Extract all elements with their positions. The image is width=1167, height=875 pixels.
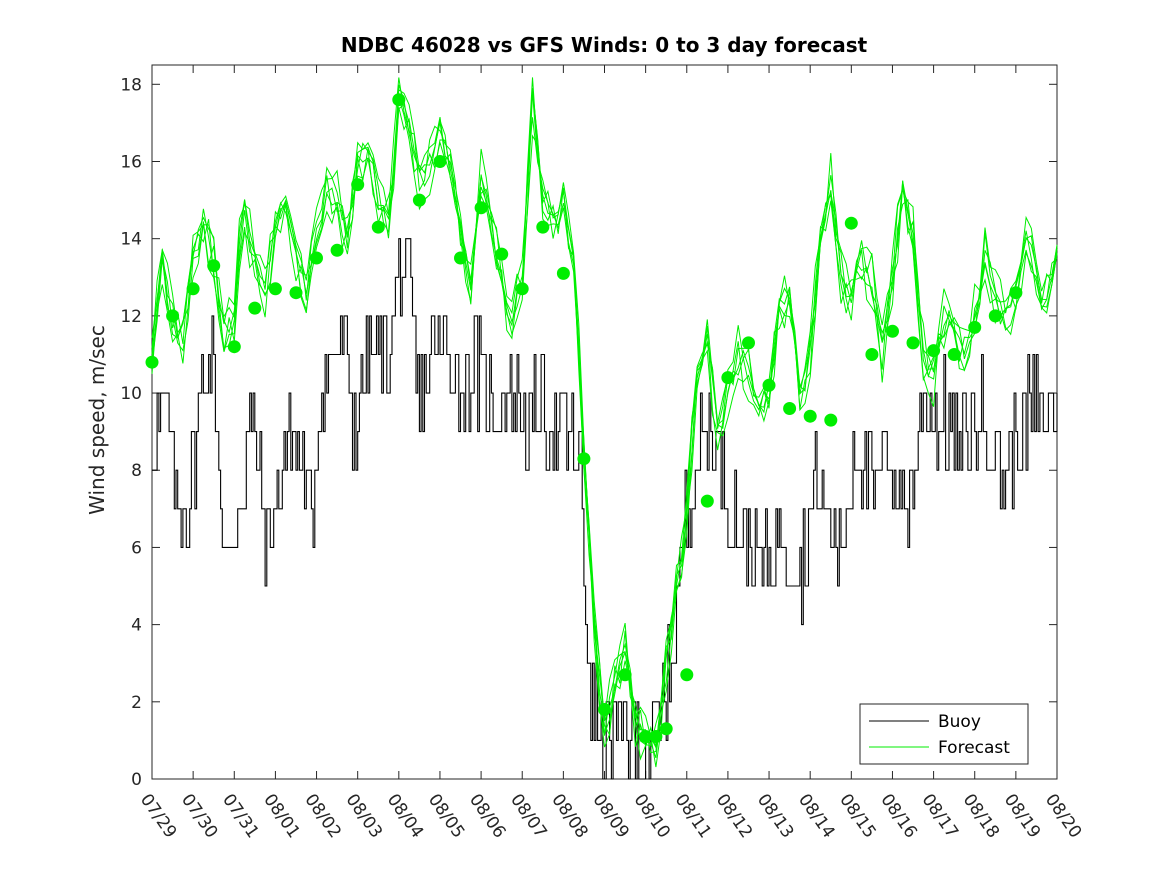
forecast-point <box>865 348 879 361</box>
y-tick-label: 4 <box>131 616 142 636</box>
legend: Buoy Forecast <box>859 703 1029 765</box>
forecast-point <box>988 309 1002 323</box>
forecast-point <box>886 324 899 338</box>
forecast-point <box>536 220 550 234</box>
forecast-point <box>762 378 776 392</box>
forecast-point <box>700 494 714 508</box>
forecast-point <box>412 193 426 207</box>
forecast-point <box>968 320 982 334</box>
forecast-point <box>618 668 632 682</box>
forecast-point <box>495 247 509 261</box>
forecast-point <box>515 282 529 296</box>
forecast-point <box>227 340 241 354</box>
forecast-point <box>639 730 653 743</box>
forecast-point <box>927 344 941 358</box>
forecast-point <box>371 220 385 234</box>
y-tick-label: 16 <box>120 152 142 172</box>
forecast-point <box>824 413 838 427</box>
forecast-point <box>803 409 817 423</box>
forecast-point <box>166 309 180 323</box>
y-tick-label: 2 <box>131 693 142 713</box>
forecast-point <box>289 286 303 300</box>
forecast-point <box>649 730 663 743</box>
forecast-point <box>783 402 797 415</box>
y-tick-label: 0 <box>131 770 142 790</box>
y-tick-label: 14 <box>120 230 142 250</box>
legend-box <box>859 703 1029 765</box>
forecast-point <box>268 282 282 296</box>
forecast-point <box>186 282 200 296</box>
y-tick-label: 10 <box>120 384 142 404</box>
forecast-point <box>330 243 344 257</box>
forecast-point <box>474 201 488 215</box>
forecast-point <box>577 452 591 466</box>
forecast-point <box>844 216 858 230</box>
forecast-point <box>680 668 694 682</box>
y-tick-label: 6 <box>131 538 142 558</box>
chart-title: NDBC 46028 vs GFS Winds: 0 to 3 day fore… <box>341 33 868 57</box>
y-tick-label: 8 <box>131 461 142 481</box>
y-axis-label: Wind speed, m/sec <box>85 325 109 515</box>
forecast-point <box>721 371 735 385</box>
forecast-point <box>659 722 673 736</box>
forecast-point <box>145 355 159 369</box>
legend-label: Buoy <box>938 712 981 732</box>
forecast-point <box>742 336 755 350</box>
legend-label: Forecast <box>938 738 1010 758</box>
forecast-point <box>207 259 221 273</box>
forecast-point <box>433 155 447 168</box>
forecast-series-line <box>151 92 1058 759</box>
forecast-point <box>1009 286 1023 300</box>
forecast-point <box>947 348 961 361</box>
forecast-point <box>906 336 920 350</box>
forecast-point <box>556 266 570 280</box>
y-tick-label: 12 <box>120 307 142 327</box>
forecast-series-line <box>151 96 1058 768</box>
forecast-point <box>310 251 323 265</box>
forecast-point <box>248 301 262 315</box>
forecast-point <box>351 178 365 192</box>
y-tick-label: 18 <box>120 75 142 95</box>
forecast-point <box>454 251 467 265</box>
forecast-point <box>598 703 611 716</box>
forecast-point <box>392 93 406 107</box>
